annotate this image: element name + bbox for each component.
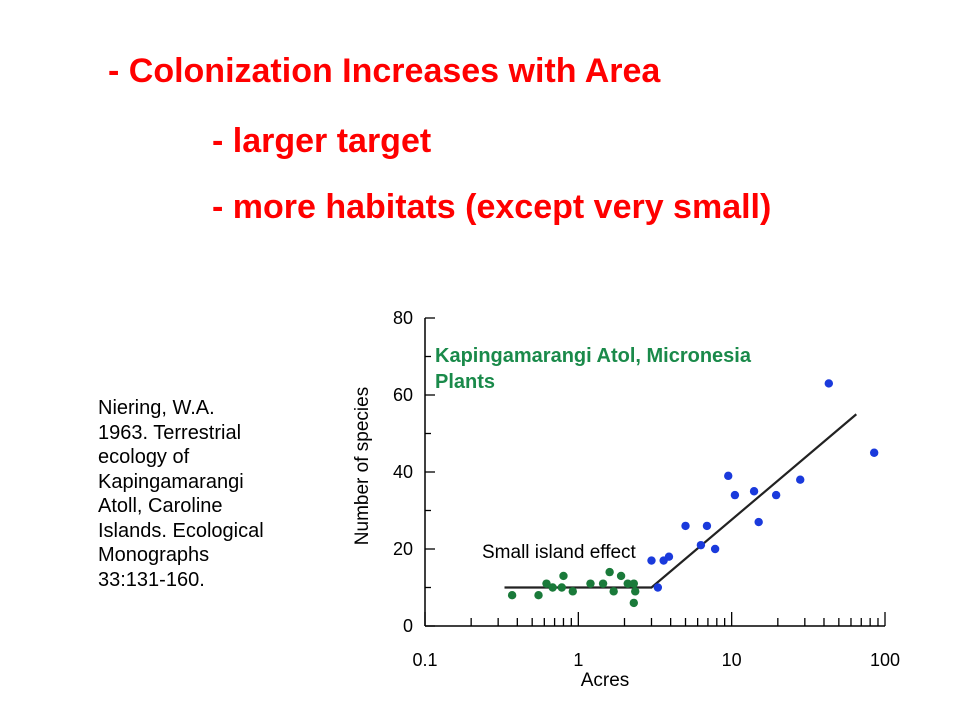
citation-line: Niering, W.A. [98, 397, 215, 419]
citation-line: 1963. Terrestrial [98, 421, 242, 444]
data-points [507, 379, 879, 608]
small-island-point [507, 591, 517, 600]
small-island-point [559, 571, 568, 581]
large-island-point [796, 475, 805, 484]
small-island-point [629, 598, 638, 608]
bullet-colonization: - Colonization Increases with Area [108, 52, 661, 90]
small-island-point [609, 587, 618, 596]
large-island-point [681, 521, 690, 531]
small-island-point [542, 579, 551, 588]
large-island-point [664, 552, 674, 561]
small-island-annotation: Small island effect [482, 542, 637, 563]
large-island-point [730, 490, 740, 500]
y-tick-label: 40 [393, 462, 413, 482]
y-tick-label: 60 [393, 385, 413, 405]
large-island-point [653, 583, 663, 592]
y-tick-label: 0 [403, 616, 413, 636]
large-island-point [710, 544, 720, 554]
small-island-point [568, 587, 577, 596]
x-tick-label: 0.1 [412, 650, 437, 670]
small-island-point [605, 567, 614, 577]
chart-axes: 0 20 40 60 80 0.1 1 10 100 [393, 308, 900, 670]
citation-line: ecology of [98, 446, 190, 468]
chart-title-line-2: Plants [435, 371, 495, 393]
small-island-point [557, 583, 566, 592]
citation-line: 33:131-160. [98, 568, 205, 591]
small-island-point [586, 579, 595, 588]
small-island-point [629, 579, 638, 588]
citation-line: Monographs [98, 544, 210, 566]
species-area-chart: 0 20 40 60 80 0.1 1 10 100 Kapingamarangi Atol, … [352, 308, 900, 691]
x-tick-label: 1 [573, 650, 583, 670]
x-tick-label: 100 [870, 650, 900, 670]
large-island-point [647, 556, 656, 565]
large-island-point [869, 448, 879, 457]
small-island-point [598, 579, 608, 588]
y-tick-label: 80 [393, 308, 413, 328]
large-island-point [702, 521, 712, 531]
citation: Niering, W.A. 1963. Terrestrial ecology of… [98, 396, 298, 592]
y-axis-title: Number of species [352, 387, 373, 545]
y-tick-label: 20 [393, 539, 413, 559]
large-island-point [724, 471, 733, 481]
large-island-point [771, 490, 781, 500]
citation-line: Islands. Ecological [98, 519, 264, 542]
chart-title-line-1: Kapingamarangi Atol, Micronesia [435, 345, 752, 367]
x-tick-label: 10 [722, 650, 742, 670]
small-island-point [548, 583, 557, 592]
small-island-point [631, 587, 640, 596]
x-axis-title: Acres [581, 670, 630, 691]
citation-line: Kapingamarangi [98, 470, 244, 493]
large-island-point [749, 487, 759, 496]
large-island-point [696, 540, 706, 550]
large-island-point [824, 379, 833, 388]
large-island-point [754, 517, 763, 527]
small-island-point [534, 591, 543, 600]
small-island-point [616, 571, 626, 581]
bullet-larger-target: - larger target [212, 122, 432, 160]
bullet-more-habitats: - more habitats (except very small) [212, 188, 772, 226]
small-island-point [623, 579, 632, 588]
citation-line: Atoll, Caroline [98, 495, 223, 517]
